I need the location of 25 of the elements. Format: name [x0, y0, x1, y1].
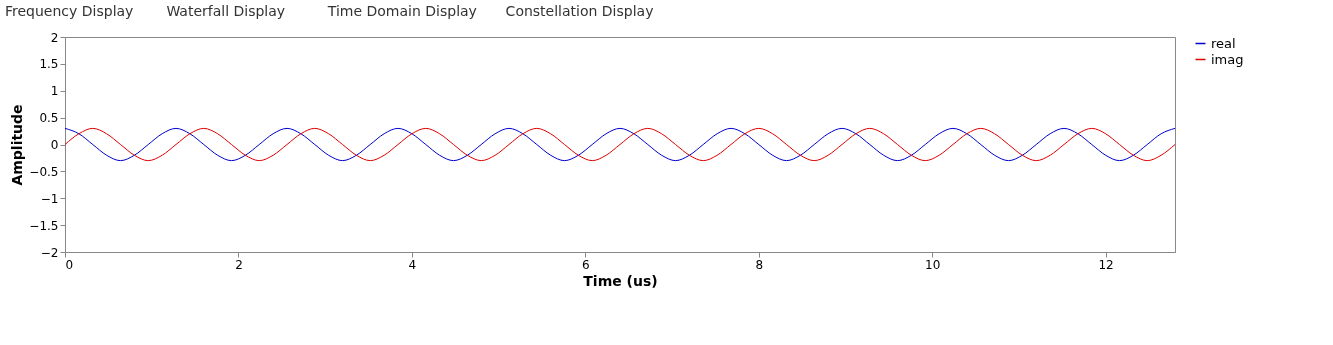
x-tick-label: 4 — [408, 257, 417, 272]
line-series — [64, 127, 1176, 162]
x-tick-label: 12 — [1098, 257, 1114, 272]
text: Frequency Display — [5, 3, 134, 19]
text: Waterfall Display — [166, 3, 286, 19]
y-tick-label: 0 — [50, 138, 59, 152]
y-tick-label: 1.5 — [39, 57, 59, 72]
y-tick-label: 1 — [50, 84, 59, 99]
x-tick-label: 6 — [581, 257, 590, 272]
y-tick-label: −1 — [40, 191, 59, 206]
x-tick-label: 10 — [925, 257, 941, 272]
y-tick-label: 2 — [50, 30, 59, 45]
x-tick-label: 8 — [755, 257, 764, 272]
text: Constellation Display — [505, 3, 654, 19]
y-tick-label: −2 — [40, 245, 59, 260]
y-tick-label: −1.5 — [29, 218, 59, 233]
x-axis-title: Time (us) — [583, 272, 658, 289]
x-tick-label: 2 — [235, 257, 243, 272]
y-tick-label: −0.5 — [29, 164, 59, 179]
y-tick-label: 0.5 — [39, 111, 59, 126]
x-tick-label: 0 — [65, 257, 74, 272]
legend-label: imag — [1211, 51, 1244, 67]
legend-label: real — [1211, 35, 1236, 51]
text: Time Domain Display — [326, 3, 477, 19]
y-axis-title: Amplitude — [9, 104, 26, 186]
